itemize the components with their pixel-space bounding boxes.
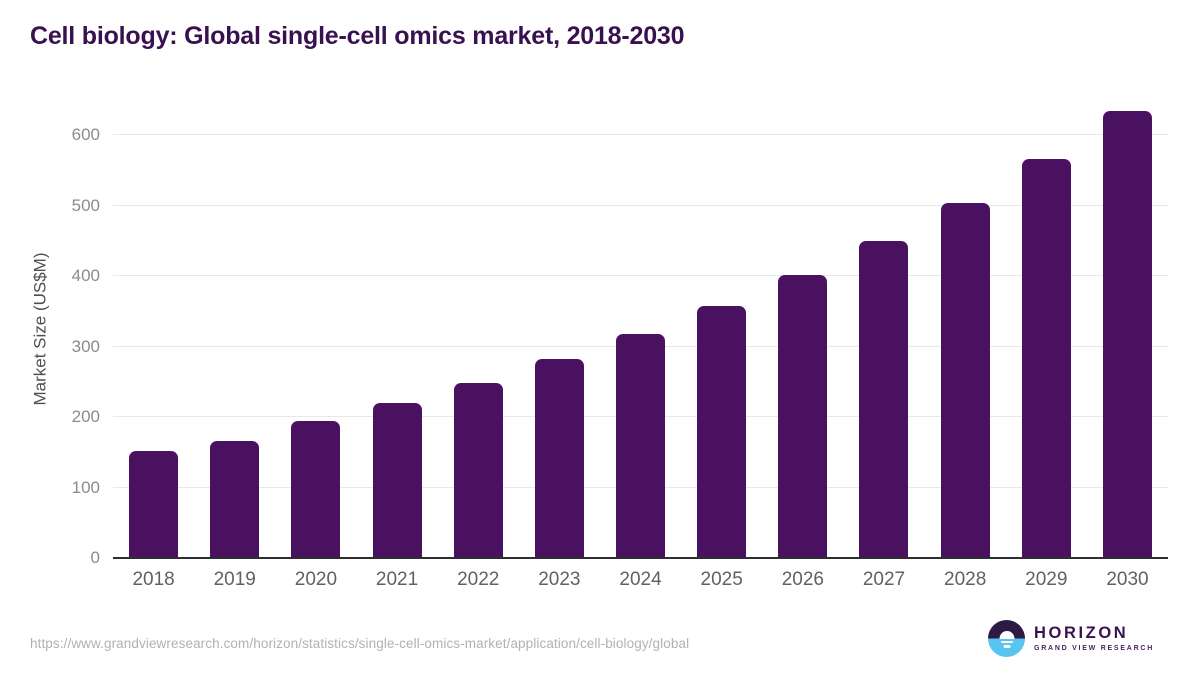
x-tick-label-2022: 2022 xyxy=(457,569,500,590)
sun-reflection-line xyxy=(1003,645,1011,648)
bar-column-2022 xyxy=(438,100,519,558)
x-axis-tick-labels: 2018 2019 2020 2021 2022 2023 2024 2025 2026 2027… xyxy=(113,569,1168,591)
x-tick-label-2025: 2025 xyxy=(700,569,743,590)
bar-column-2025 xyxy=(681,100,762,558)
bar-column-2021 xyxy=(356,100,437,558)
gridline-500 xyxy=(113,204,1168,206)
x-tick-label-2023: 2023 xyxy=(538,569,581,590)
bar-column-2020 xyxy=(275,100,356,558)
y-tick-label-0: 0 xyxy=(90,548,100,567)
logo-text: HORIZON GRAND VIEW RESEARCH xyxy=(1034,625,1154,652)
bar-column-2023 xyxy=(519,100,600,558)
bar-2020[interactable] xyxy=(291,420,341,558)
horizon-logo: HORIZON GRAND VIEW RESEARCH xyxy=(988,620,1154,657)
bar-column-2024 xyxy=(600,100,681,558)
bar-column-2019 xyxy=(194,100,275,558)
logo-tagline: GRAND VIEW RESEARCH xyxy=(1034,645,1154,652)
bar-2023[interactable] xyxy=(534,358,584,558)
bar-chart-plot-area: 0 100 200 300 400 500 600 2018 2019 2020 2021 2022… xyxy=(72,100,1168,590)
x-tick-label-2028: 2028 xyxy=(944,569,987,590)
bar-column-2018 xyxy=(113,100,194,558)
bar-2029[interactable] xyxy=(1021,159,1071,558)
bar-column-2029 xyxy=(1006,100,1087,558)
x-tick-label-2027: 2027 xyxy=(862,569,906,590)
y-tick-label-400: 400 xyxy=(71,266,100,286)
bar-2018[interactable] xyxy=(129,450,179,558)
x-tick-label-2020: 2020 xyxy=(294,569,338,590)
bar-2024[interactable] xyxy=(616,333,666,558)
chart-title: Cell biology: Global single-cell omics m… xyxy=(30,22,685,50)
bar-column-2026 xyxy=(762,100,843,558)
bar-2028[interactable] xyxy=(940,202,990,558)
bar-2019[interactable] xyxy=(210,441,260,558)
x-tick-label-2021: 2021 xyxy=(375,569,419,590)
y-tick-label-200: 200 xyxy=(71,407,100,427)
bar-2021[interactable] xyxy=(372,403,422,558)
bar-column-2030 xyxy=(1087,100,1168,558)
bar-2030[interactable] xyxy=(1102,111,1152,558)
gridline-400 xyxy=(113,275,1168,277)
bar-2022[interactable] xyxy=(453,382,503,558)
sun-shape xyxy=(999,631,1015,639)
sun-reflection-line xyxy=(1000,641,1013,644)
x-axis-line xyxy=(113,557,1168,559)
y-tick-label-600: 600 xyxy=(71,125,100,145)
x-tick-label-2018: 2018 xyxy=(132,569,175,590)
bar-2026[interactable] xyxy=(778,274,828,558)
y-tick-label-500: 500 xyxy=(71,195,100,215)
logo-name: HORIZON xyxy=(1034,624,1129,642)
gridline-600 xyxy=(113,134,1168,136)
y-tick-label-100: 100 xyxy=(71,477,100,497)
x-tick-label-2019: 2019 xyxy=(213,569,256,590)
source-url: https://www.grandviewresearch.com/horizo… xyxy=(30,636,690,651)
bar-2027[interactable] xyxy=(859,240,909,558)
x-tick-label-2030: 2030 xyxy=(1106,569,1149,590)
bar-2025[interactable] xyxy=(697,306,747,558)
horizon-sunset-icon xyxy=(988,620,1026,657)
x-tick-label-2026: 2026 xyxy=(781,569,824,590)
bar-series xyxy=(113,100,1168,558)
x-tick-label-2024: 2024 xyxy=(619,569,662,590)
y-tick-label-300: 300 xyxy=(71,336,100,356)
bar-column-2027 xyxy=(843,100,924,558)
x-tick-label-2029: 2029 xyxy=(1025,569,1068,590)
bar-column-2028 xyxy=(925,100,1006,558)
